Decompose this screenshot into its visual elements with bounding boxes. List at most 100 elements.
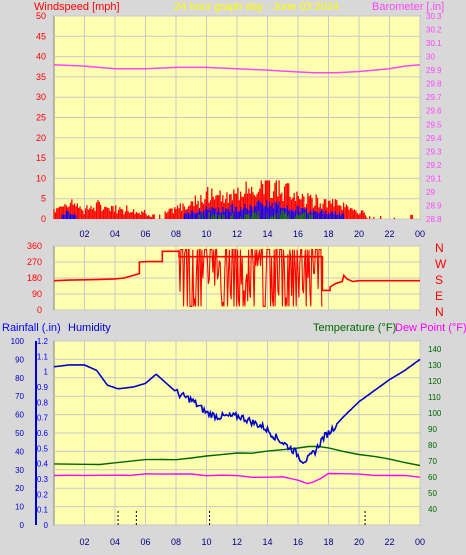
y-tick-label-humidity: 20 [15,484,24,493]
compass-e: E [435,289,443,303]
y-tick-label-humidity: 80 [15,374,24,383]
y-tick-label-wind: 50 [36,11,46,21]
y-tick-label-direction: 180 [27,273,42,283]
y-tick-label-barometer: 29.6 [426,107,442,116]
y-tick-label-barometer: 29.9 [426,66,442,75]
y-tick-label-direction: 90 [32,289,42,299]
compass-s: S [435,273,443,287]
y-tick-label-direction: 0 [37,305,42,315]
y-tick-label-humidity: 10 [15,503,24,512]
y-tick-label-temperature: 90 [428,425,437,434]
x-tick-label-climate: 18 [323,537,333,547]
y-tick-label-rainfall: 0 [44,521,49,530]
barometer-line [53,63,421,74]
x-tick-label-climate: 10 [201,537,211,547]
temperature-label: Temperature (°F) [313,322,396,334]
y-tick-label-temperature: 120 [428,377,442,386]
x-tick-label-wind: 08 [171,229,181,239]
y-tick-label-barometer: 29.8 [426,80,442,89]
y-tick-label-humidity: 0 [20,521,25,530]
x-tick-label-climate: 00 [415,537,425,547]
compass-n-bottom: N [435,305,444,319]
y-tick-label-barometer: 29 [426,188,435,197]
y-tick-label-rainfall: 1.2 [37,337,49,346]
y-tick-label-barometer: 29.5 [426,120,442,129]
y-tick-label-barometer: 28.8 [426,215,442,224]
x-tick-label-wind: 14 [262,229,272,239]
x-tick-label-climate: 20 [354,537,364,547]
y-tick-label-wind: 45 [36,31,46,41]
y-tick-label-barometer: 30.3 [426,12,442,21]
y-tick-label-barometer: 30.2 [426,26,442,35]
y-tick-label-wind: 0 [41,214,46,224]
x-tick-label-wind: 10 [201,229,211,239]
y-tick-label-humidity: 40 [15,447,24,456]
x-tick-label-climate: 02 [79,537,89,547]
y-tick-label-temperature: 100 [428,409,442,418]
rainfall-label: Rainfall (.in) [2,322,61,334]
y-tick-label-wind: 10 [36,173,46,183]
y-tick-label-rainfall: 0.7 [37,414,49,423]
y-tick-label-wind: 5 [41,194,46,204]
humidity-label: Humidity [68,322,111,334]
y-tick-label-rainfall: 0.2 [37,490,49,499]
y-tick-label-wind: 25 [36,113,46,123]
y-tick-label-barometer: 29.3 [426,147,442,156]
dewpoint-line [53,472,421,485]
humidity-line [53,358,421,465]
x-tick-label-wind: 04 [110,229,120,239]
y-tick-label-temperature: 80 [428,441,437,450]
y-tick-label-barometer: 29.1 [426,174,442,183]
x-tick-label-wind: 18 [323,229,333,239]
barometer-label: Barometer [.in] [372,1,444,13]
x-tick-label-wind: 06 [140,229,150,239]
y-tick-label-rainfall: 0.1 [37,506,49,515]
y-tick-label-rainfall: 1 [44,368,49,377]
y-tick-label-humidity: 60 [15,411,24,420]
x-tick-label-wind: 02 [79,229,89,239]
dewpoint-label: Dew Point (°F) [395,322,466,334]
y-tick-label-wind: 30 [36,92,46,102]
y-tick-label-wind: 15 [36,153,46,163]
compass-n-top: N [435,241,444,255]
y-tick-label-barometer: 29.4 [426,134,442,143]
graph-title: 24 hour graph day : June 03 2024 [174,1,339,13]
y-tick-label-direction: 360 [27,241,42,251]
y-tick-label-humidity: 100 [11,337,25,346]
x-tick-label-climate: 16 [293,537,303,547]
y-tick-label-wind: 40 [36,52,46,62]
temperature-line [53,445,421,467]
x-tick-label-wind: 00 [415,229,425,239]
compass-w: W [435,257,447,271]
y-tick-label-temperature: 110 [428,393,441,402]
y-tick-label-direction: 270 [27,257,42,267]
x-tick-label-wind: 22 [384,229,394,239]
y-tick-label-barometer: 30.1 [426,39,442,48]
y-tick-label-barometer: 29.2 [426,161,442,170]
chart-marks: 0202040406060808101012121414161618182020… [11,11,442,547]
y-tick-label-rainfall: 0.4 [37,460,49,469]
y-tick-label-humidity: 70 [15,392,24,401]
y-tick-label-barometer: 29.7 [426,93,442,102]
y-tick-label-temperature: 130 [428,361,442,370]
y-tick-label-temperature: 70 [428,457,437,466]
x-tick-label-wind: 20 [354,229,364,239]
y-tick-label-humidity: 50 [15,429,24,438]
y-tick-label-barometer: 28.9 [426,201,442,210]
x-tick-label-climate: 14 [262,537,272,547]
y-tick-label-rainfall: 0.9 [37,383,49,392]
x-tick-label-wind: 12 [232,229,242,239]
y-tick-label-wind: 20 [36,133,46,143]
y-tick-label-temperature: 60 [428,473,437,482]
y-tick-label-rainfall: 0.8 [37,398,49,407]
y-tick-label-humidity: 30 [15,466,24,475]
x-tick-label-climate: 04 [110,537,120,547]
windspeed-label: Windspeed [mph] [34,1,120,13]
y-tick-label-rainfall: 0.5 [37,444,49,453]
x-tick-label-climate: 22 [384,537,394,547]
x-tick-label-wind: 16 [293,229,303,239]
y-tick-label-rainfall: 1.1 [37,352,49,361]
y-tick-label-rainfall: 0.3 [37,475,49,484]
